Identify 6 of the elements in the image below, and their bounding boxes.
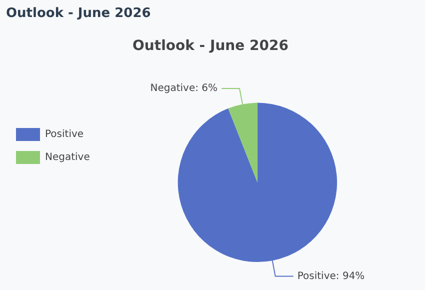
text: Outlook - June 2026 (6, 6, 151, 21)
legend-label: Negative (45, 152, 90, 164)
chart-title: Outlook - June 2026 (132, 38, 288, 54)
data-label: Negative: 6% (150, 83, 218, 94)
legend-label: Positive (45, 129, 84, 140)
data-label: Positive: 94% (297, 270, 365, 282)
